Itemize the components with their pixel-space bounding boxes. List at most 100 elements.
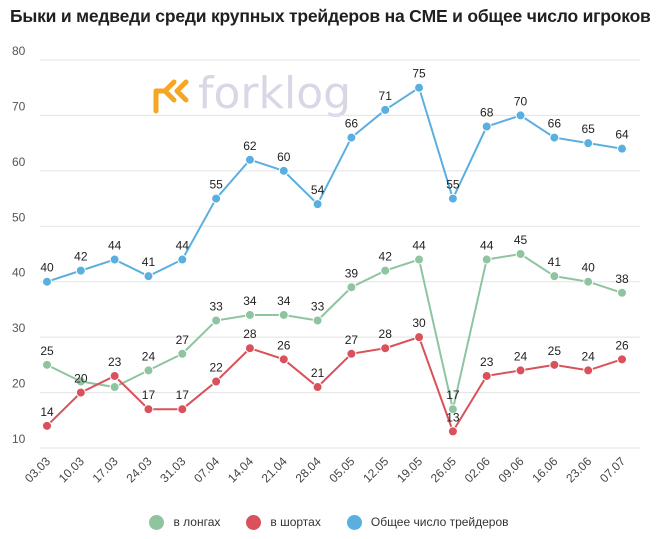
- data-label: 45: [514, 233, 528, 247]
- data-point: [75, 387, 86, 398]
- data-point: [211, 315, 222, 326]
- data-point: [244, 309, 255, 320]
- data-point: [143, 404, 154, 415]
- logo-text: forklog: [198, 68, 352, 119]
- data-label: 34: [243, 294, 257, 308]
- x-tick-label: 07.04: [191, 454, 222, 485]
- series-line: [46, 86, 623, 283]
- data-point: [346, 282, 357, 293]
- data-label: 33: [209, 300, 223, 314]
- y-tick-label: 70: [12, 99, 26, 113]
- data-point: [211, 193, 222, 204]
- data-point: [617, 287, 627, 298]
- legend-swatch-short: [246, 514, 262, 530]
- legend-label-long: в лонгах: [173, 515, 221, 529]
- data-point: [481, 370, 492, 381]
- y-tick-label: 30: [12, 321, 26, 335]
- data-label: 70: [514, 94, 528, 108]
- data-label: 25: [548, 344, 562, 358]
- data-point: [447, 193, 458, 204]
- data-point: [346, 348, 357, 359]
- data-point: [109, 382, 120, 393]
- data-point: [177, 404, 188, 415]
- forklog-arrows-icon: [153, 79, 189, 114]
- data-point: [549, 271, 560, 282]
- data-point: [278, 165, 289, 176]
- data-point: [244, 154, 255, 165]
- legend-item-total[interactable]: Общее число трейдеров: [346, 514, 509, 530]
- data-point: [617, 354, 627, 365]
- x-tick-label: 26.05: [428, 454, 459, 485]
- legend-item-short[interactable]: в шортах: [246, 514, 321, 530]
- data-label: 66: [548, 117, 562, 131]
- data-label: 44: [480, 239, 494, 253]
- data-point: [42, 359, 52, 370]
- data-label: 44: [412, 239, 426, 253]
- data-label: 26: [277, 338, 291, 352]
- data-point: [244, 343, 255, 354]
- legend-label-total: Общее число трейдеров: [370, 515, 509, 529]
- data-point: [380, 104, 391, 115]
- data-label: 33: [311, 300, 325, 314]
- data-label: 40: [40, 261, 54, 275]
- x-tick-label: 17.03: [90, 454, 121, 485]
- data-label: 65: [581, 122, 595, 136]
- data-label: 28: [243, 327, 257, 341]
- data-point: [583, 138, 594, 149]
- y-tick-label: 50: [12, 210, 26, 224]
- data-label: 68: [480, 106, 494, 120]
- data-label: 27: [345, 333, 359, 347]
- x-tick-label: 31.03: [157, 454, 188, 485]
- data-point: [447, 426, 458, 437]
- data-label: 39: [345, 266, 359, 280]
- data-label: 42: [379, 250, 393, 264]
- data-label: 40: [581, 261, 595, 275]
- data-point: [515, 110, 526, 121]
- x-tick-label: 16.06: [529, 454, 560, 485]
- data-point: [481, 254, 492, 265]
- data-label: 44: [176, 239, 190, 253]
- data-point: [177, 254, 188, 265]
- x-tick-label: 19.05: [394, 454, 425, 485]
- data-point: [312, 382, 323, 393]
- y-tick-label: 40: [12, 266, 26, 280]
- data-point: [515, 249, 526, 259]
- data-point: [549, 359, 560, 370]
- series-line: [46, 252, 623, 410]
- legend-swatch-long: [149, 514, 165, 530]
- data-label: 38: [615, 272, 629, 286]
- data-point: [414, 332, 425, 343]
- data-label: 14: [40, 405, 54, 419]
- data-point: [312, 315, 323, 326]
- data-point: [75, 265, 86, 276]
- data-point: [380, 265, 391, 276]
- x-tick-label: 10.03: [56, 454, 87, 485]
- data-point: [346, 132, 357, 143]
- data-label: 20: [74, 372, 88, 386]
- data-point: [414, 254, 425, 265]
- data-point: [42, 276, 52, 287]
- data-point: [75, 376, 86, 387]
- x-tick-label: 23.06: [563, 454, 594, 485]
- data-label: 26: [615, 338, 629, 352]
- legend-item-long[interactable]: в лонгах: [149, 514, 221, 530]
- data-point: [414, 82, 425, 93]
- data-point: [515, 365, 526, 376]
- data-label: 25: [40, 344, 54, 358]
- data-label: 75: [412, 67, 426, 81]
- data-label: 17: [176, 388, 190, 402]
- data-label: 30: [412, 316, 426, 330]
- data-label: 21: [311, 366, 325, 380]
- data-point: [211, 376, 222, 387]
- data-label: 41: [548, 255, 562, 269]
- x-tick-label: 07.07: [597, 454, 628, 485]
- data-label: 27: [176, 333, 190, 347]
- data-point: [109, 370, 120, 381]
- x-tick-label: 09.06: [496, 454, 527, 485]
- data-label: 44: [108, 239, 122, 253]
- data-point: [143, 365, 154, 376]
- data-label: 62: [243, 139, 257, 153]
- data-point: [549, 132, 560, 143]
- x-tick-label: 02.06: [462, 454, 493, 485]
